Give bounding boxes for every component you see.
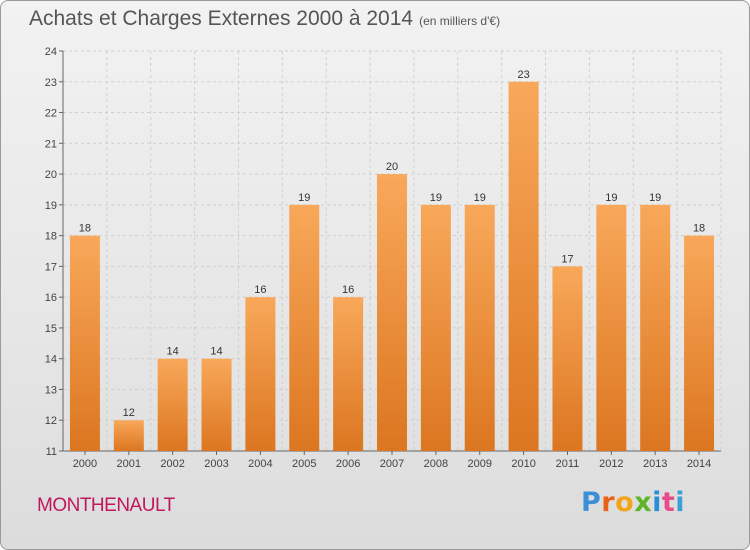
bar	[596, 204, 627, 451]
x-tick-label: 2003	[204, 458, 228, 470]
x-tick-label: 2010	[511, 458, 535, 470]
logo-letter: i	[675, 487, 686, 518]
y-tick-label: 24	[45, 46, 57, 58]
labels: 11 12 13 14 15 16 17 18 19 20 21 22 23 24 18 2000 12 2001…	[45, 46, 712, 470]
data-label: 19	[605, 192, 617, 204]
bar	[508, 81, 539, 452]
logo-letter: o	[615, 487, 635, 518]
bar	[640, 204, 671, 451]
data-label: 14	[210, 346, 222, 358]
bar	[377, 174, 407, 452]
data-label: 14	[167, 346, 179, 358]
y-tick-label: 20	[45, 169, 57, 181]
chart-title-text: Achats et Charges Externes 2000 à 2014	[29, 7, 414, 30]
proxiti-logo: Proxiti	[581, 487, 685, 518]
y-tick-label: 21	[45, 138, 57, 150]
y-tick-label: 17	[45, 261, 57, 273]
data-label: 16	[342, 284, 354, 296]
x-tick-label: 2006	[336, 458, 360, 470]
logo-letter: x	[634, 487, 653, 518]
y-tick-label: 18	[45, 231, 57, 243]
commune-name: MONTHENAULT	[37, 495, 175, 516]
bar	[552, 266, 583, 451]
bar	[420, 204, 451, 451]
data-label: 23	[517, 69, 529, 81]
y-tick-label: 14	[45, 354, 57, 366]
unit-label: (en milliers d'€)	[419, 14, 501, 28]
bar	[113, 420, 144, 451]
data-label: 18	[79, 223, 91, 235]
bar	[245, 297, 276, 451]
x-tick-label: 2012	[599, 458, 623, 470]
x-tick-label: 2009	[467, 458, 491, 470]
logo-letter: r	[601, 487, 616, 518]
bar	[684, 235, 715, 451]
x-tick-label: 2004	[248, 458, 272, 470]
y-tick-label: 15	[45, 323, 57, 335]
data-label: 16	[254, 284, 266, 296]
y-tick-label: 11	[46, 446, 57, 458]
x-tick-label: 2013	[643, 458, 667, 470]
x-tick-label: 2011	[556, 458, 580, 470]
logo-letter: P	[581, 487, 602, 518]
bar	[69, 235, 100, 451]
data-label: 19	[474, 192, 486, 204]
data-label: 19	[649, 192, 661, 204]
x-tick-label: 2007	[380, 458, 404, 470]
x-tick-label: 2005	[292, 458, 316, 470]
y-tick-label: 22	[45, 108, 57, 120]
x-tick-label: 2002	[160, 458, 184, 470]
data-label: 19	[430, 192, 442, 204]
bar	[201, 358, 232, 451]
logo-letter: i	[652, 487, 662, 518]
x-tick-label: 2000	[73, 458, 97, 470]
x-tick-label: 2001	[117, 458, 141, 470]
data-label: 19	[298, 192, 310, 204]
bar	[157, 358, 188, 451]
x-tick-label: 2008	[424, 458, 448, 470]
data-label: 17	[561, 253, 573, 265]
data-label: 18	[693, 223, 705, 235]
bars	[69, 81, 715, 452]
bar	[464, 204, 495, 451]
y-tick-label: 23	[45, 77, 57, 89]
y-tick-label: 12	[45, 415, 57, 427]
y-tick-label: 13	[45, 384, 57, 396]
x-tick-label: 2014	[687, 458, 711, 470]
y-tick-label: 19	[45, 200, 57, 212]
data-label: 20	[386, 161, 398, 173]
chart-title: Achats et Charges Externes 2000 à 2014 (e…	[29, 7, 500, 31]
y-tick-label: 16	[45, 292, 57, 304]
data-label: 12	[123, 407, 135, 419]
logo-letter: t	[661, 487, 676, 518]
bar	[289, 204, 320, 451]
bar	[333, 297, 364, 451]
